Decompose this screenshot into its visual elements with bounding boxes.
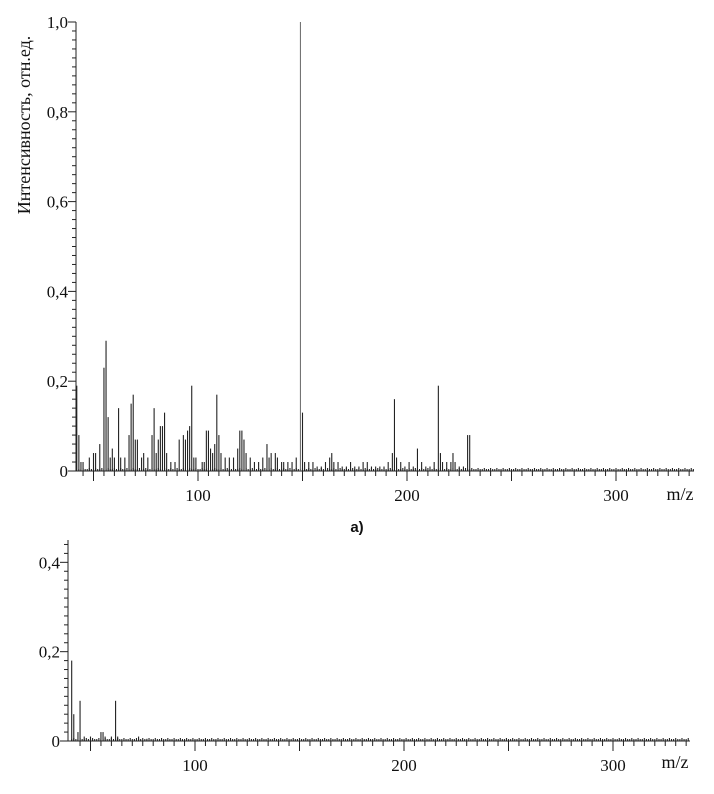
spectrum-panel-b: 0 0,2 0,4 100 200 300 m/z [39,540,690,775]
y-tick-label: 0,8 [47,103,68,122]
x-tick-label: 100 [185,486,211,505]
x-tick-label: 300 [600,756,626,775]
x-tick-label: 200 [391,756,417,775]
x-tick-label: 300 [603,486,629,505]
y-tick-label: 1,0 [47,13,68,32]
y-tick-label: 0 [60,462,69,481]
y-tick-label: 0,2 [39,643,60,662]
y-tick-label: 0,4 [47,282,69,301]
x-tick-label: 100 [182,756,208,775]
x-axis-title: m/z [667,484,694,504]
spectrum-panel-a: 0 0,2 0,4 0,6 0,8 1,0 100 200 300 m/z Интенсивност… [14,13,694,536]
x-tick-label: 200 [394,486,420,505]
y-axis-title: Интенсивность, отн.ед. [14,36,34,215]
y-tick-label: 0,4 [39,553,61,572]
y-tick-label: 0,2 [47,372,68,391]
x-axis-title: m/z [662,752,689,772]
y-tick-label: 0,6 [47,193,68,212]
y-tick-label: 0 [52,732,61,751]
panel-label: а) [350,519,363,536]
